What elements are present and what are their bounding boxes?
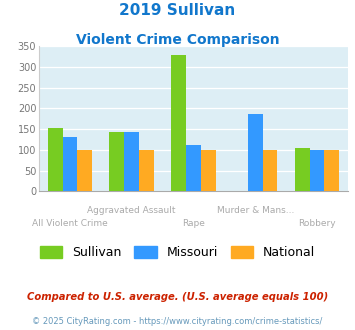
Bar <box>139 150 154 191</box>
Bar <box>109 132 124 191</box>
Text: Rape: Rape <box>182 219 205 228</box>
Text: Violent Crime Comparison: Violent Crime Comparison <box>76 33 279 47</box>
Text: Aggravated Assault: Aggravated Assault <box>87 206 176 215</box>
Bar <box>124 132 139 191</box>
Text: Murder & Mans...: Murder & Mans... <box>217 206 294 215</box>
Bar <box>171 55 186 191</box>
Bar <box>48 128 62 191</box>
Bar <box>201 150 216 191</box>
Bar <box>186 145 201 191</box>
Legend: Sullivan, Missouri, National: Sullivan, Missouri, National <box>36 242 319 263</box>
Bar <box>295 148 310 191</box>
Bar <box>248 114 263 191</box>
Text: Robbery: Robbery <box>298 219 336 228</box>
Text: Compared to U.S. average. (U.S. average equals 100): Compared to U.S. average. (U.S. average … <box>27 292 328 302</box>
Bar <box>77 150 92 191</box>
Text: © 2025 CityRating.com - https://www.cityrating.com/crime-statistics/: © 2025 CityRating.com - https://www.city… <box>32 317 323 326</box>
Bar <box>324 150 339 191</box>
Bar <box>263 150 278 191</box>
Bar <box>62 138 77 191</box>
Text: 2019 Sullivan: 2019 Sullivan <box>119 3 236 18</box>
Text: All Violent Crime: All Violent Crime <box>32 219 108 228</box>
Bar <box>310 150 324 191</box>
